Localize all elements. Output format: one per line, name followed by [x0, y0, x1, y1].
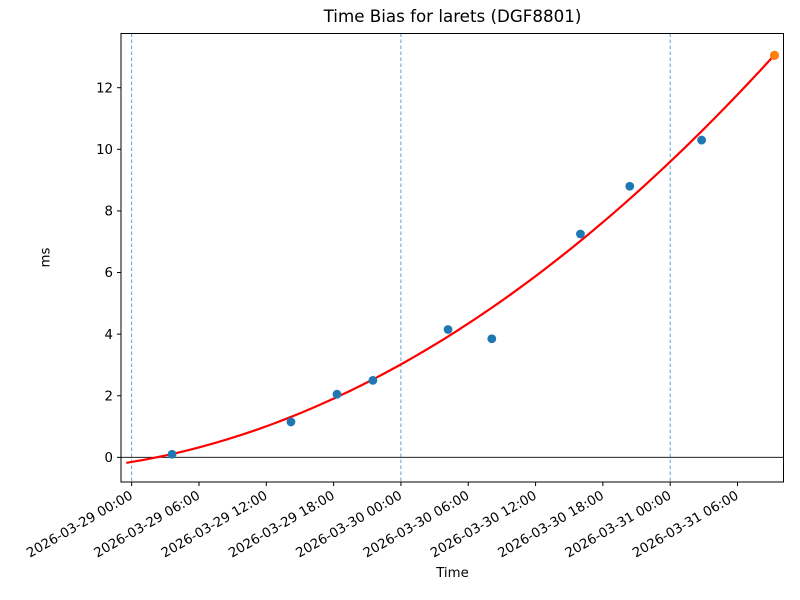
data-point-time-bias-observations	[286, 417, 296, 427]
y-tick-label: 6	[105, 266, 113, 281]
axes-frame	[120, 33, 784, 483]
x-tick-label: 2026-03-29 00:00	[24, 488, 135, 561]
data-point-time-bias-observations	[697, 135, 706, 145]
data-point-time-bias-observations	[576, 229, 585, 239]
y-tick-label: 10	[96, 143, 113, 158]
data-point-time-bias-observations	[332, 389, 342, 399]
y-tick-label: 4	[105, 328, 113, 343]
data-point-time-bias-observations	[625, 181, 635, 191]
chart-title: Time Bias for larets (DGF8801)	[323, 6, 582, 26]
data-point-time-bias-observations	[487, 334, 497, 344]
y-tick-label: 12	[96, 81, 113, 96]
y-tick-label: 2	[105, 389, 113, 404]
data-point-time-bias-observations	[368, 375, 378, 385]
fit-curve	[126, 53, 776, 464]
y-tick-label: 0	[105, 451, 113, 466]
data-point-time-bias-observations	[443, 325, 453, 334]
x-axis-label: Time	[436, 566, 469, 581]
y-tick-label: 8	[105, 205, 113, 220]
data-point-time-bias-observations	[167, 449, 177, 459]
data-point-latest-observation	[769, 50, 780, 60]
